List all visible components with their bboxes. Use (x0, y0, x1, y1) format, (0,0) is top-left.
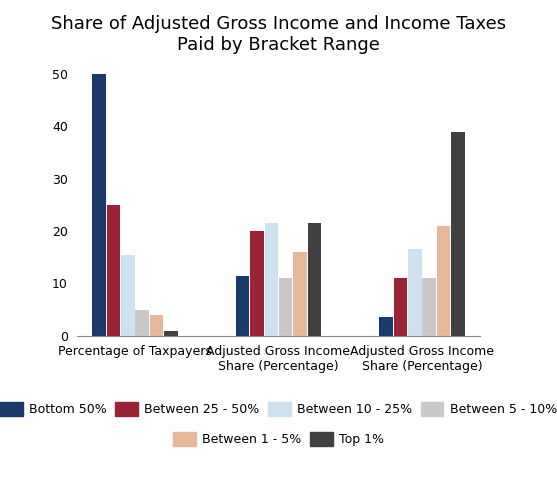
Bar (437, 226, 451, 336)
Bar (394, 278, 407, 336)
Bar (164, 331, 178, 336)
Bar (135, 310, 149, 336)
Legend: Between 1 - 5%, Top 1%: Between 1 - 5%, Top 1% (173, 432, 384, 446)
Bar (265, 223, 278, 336)
Bar (150, 315, 163, 336)
Bar (92, 74, 106, 336)
Title: Share of Adjusted Gross Income and Income Taxes
Paid by Bracket Range: Share of Adjusted Gross Income and Incom… (51, 15, 506, 54)
Bar (106, 205, 120, 336)
Bar (408, 249, 422, 336)
Bar (121, 254, 135, 336)
Bar (422, 278, 436, 336)
Bar (451, 131, 465, 336)
Bar (307, 223, 321, 336)
Bar (250, 231, 264, 336)
Bar (293, 252, 307, 336)
Bar (379, 317, 393, 336)
Bar (279, 278, 292, 336)
Bar (236, 275, 250, 336)
